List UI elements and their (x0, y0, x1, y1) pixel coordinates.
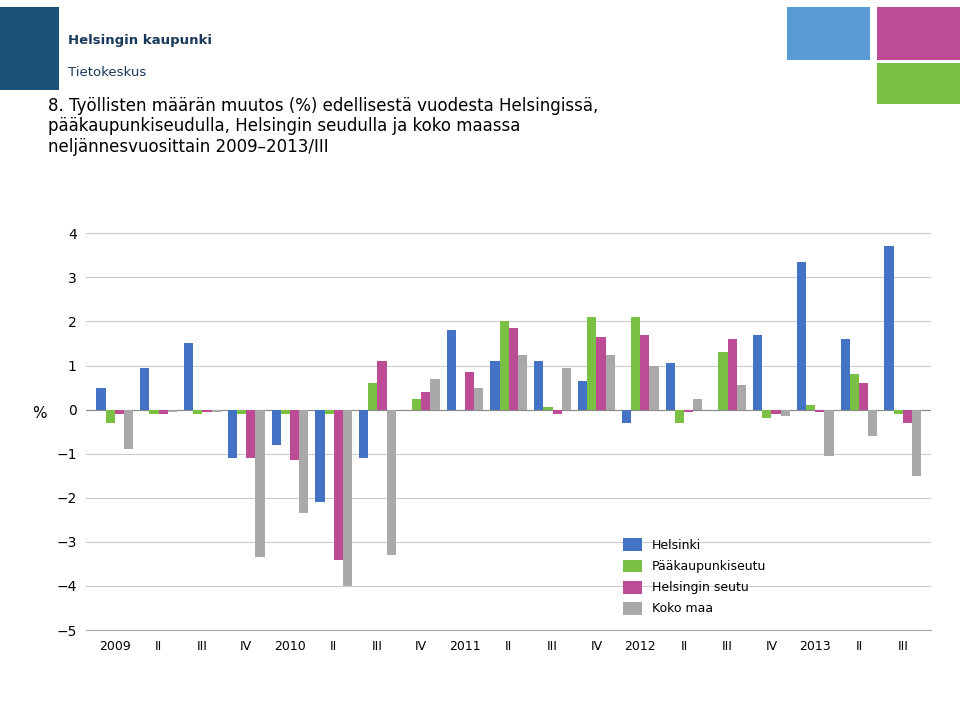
Bar (246, 410, 255, 458)
Bar (762, 410, 772, 418)
Text: 8. Työllisten määrän muutos (%) edellisestä vuodesta Helsingissä,
pääkaupunkiseu: 8. Työllisten määrän muutos (%) edellise… (48, 97, 598, 156)
Bar (158, 410, 168, 414)
Text: Helsingin kaupunki: Helsingin kaupunki (67, 34, 211, 47)
Bar (377, 361, 387, 410)
Bar (491, 361, 499, 410)
Bar (894, 410, 902, 414)
Bar (369, 383, 377, 410)
Bar (509, 328, 518, 410)
Bar (334, 410, 343, 559)
Bar (115, 410, 124, 414)
FancyBboxPatch shape (0, 7, 60, 90)
Bar (193, 410, 203, 414)
Bar (649, 366, 659, 410)
Bar (718, 352, 728, 410)
Bar (780, 410, 790, 416)
Bar (430, 379, 440, 410)
Bar (815, 410, 825, 412)
Bar (841, 339, 850, 410)
Bar (211, 410, 221, 412)
Bar (290, 410, 300, 460)
Bar (237, 410, 246, 414)
Bar (578, 381, 588, 410)
Bar (324, 410, 334, 414)
Bar (868, 410, 877, 436)
Bar (124, 410, 133, 450)
Bar (850, 374, 859, 410)
Bar (728, 339, 737, 410)
Text: Lähde: Tilastokeskus, työvoimatutkimus: Lähde: Tilastokeskus, työvoimatutkimus (19, 688, 298, 702)
Bar (499, 321, 509, 410)
Bar (596, 337, 606, 410)
Bar (772, 410, 780, 414)
Bar (665, 363, 675, 410)
Bar (640, 334, 649, 410)
Bar (300, 410, 308, 513)
FancyBboxPatch shape (787, 7, 870, 60)
Bar (825, 410, 833, 456)
Bar (588, 317, 596, 410)
Legend: Helsinki, Pääkaupunkiseutu, Helsingin seutu, Koko maa: Helsinki, Pääkaupunkiseutu, Helsingin se… (623, 538, 766, 616)
Bar (553, 410, 562, 414)
Text: Tietokeskus: Tietokeskus (67, 67, 146, 79)
Bar (606, 354, 614, 410)
Bar (150, 410, 158, 414)
Bar (806, 405, 815, 410)
Bar (280, 410, 290, 414)
Bar (387, 410, 396, 555)
Bar (675, 410, 684, 423)
Bar (412, 399, 421, 410)
Text: Helsingin kaupungin tietokeskus / MS: Helsingin kaupungin tietokeskus / MS (682, 688, 941, 702)
Bar (106, 410, 115, 423)
Bar (622, 410, 631, 423)
Bar (474, 387, 484, 410)
Bar (912, 410, 922, 475)
Bar (884, 246, 894, 410)
Bar (343, 410, 352, 586)
Bar (446, 330, 456, 410)
Bar (693, 399, 703, 410)
FancyBboxPatch shape (877, 7, 960, 60)
FancyBboxPatch shape (877, 63, 960, 104)
Bar (228, 410, 237, 458)
Bar (543, 407, 553, 410)
Bar (255, 410, 265, 557)
Bar (359, 410, 369, 458)
Bar (203, 410, 211, 412)
Bar (184, 344, 193, 410)
Bar (859, 383, 868, 410)
Y-axis label: %: % (33, 406, 47, 421)
Bar (168, 410, 177, 412)
Bar (902, 410, 912, 423)
Bar (797, 262, 806, 410)
Bar (96, 387, 106, 410)
Bar (737, 385, 746, 410)
Bar (140, 368, 150, 410)
Bar (753, 334, 762, 410)
Bar (684, 410, 693, 412)
Bar (534, 361, 543, 410)
Bar (518, 354, 527, 410)
Bar (272, 410, 280, 445)
Bar (465, 372, 474, 410)
Bar (315, 410, 324, 502)
Bar (631, 317, 640, 410)
Bar (562, 368, 571, 410)
Bar (421, 392, 430, 410)
